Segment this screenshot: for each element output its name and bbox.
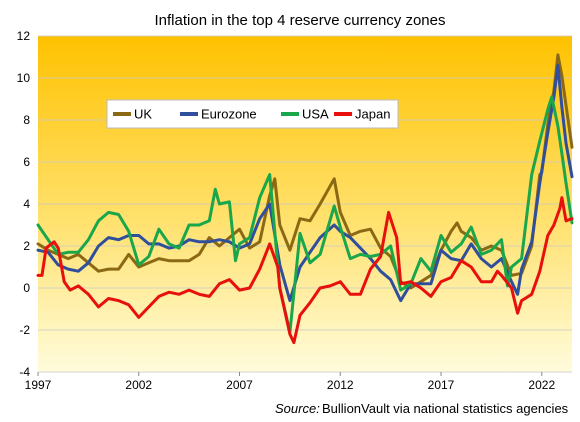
series-lines [36, 53, 574, 345]
legend: UK Eurozone USA Japan [106, 99, 399, 129]
x-tick-label: 2002 [125, 378, 152, 392]
source-label: Source: [275, 401, 320, 416]
y-tick-label: -2 [19, 323, 30, 337]
legend-label-usa: USA [302, 107, 329, 122]
x-tick-label: 1997 [25, 378, 52, 392]
y-tick-label: -4 [19, 365, 30, 379]
gridlines [38, 35, 572, 373]
x-tick-label: 2017 [428, 378, 455, 392]
y-tick-label: 8 [23, 113, 30, 127]
series-line-uk [36, 53, 574, 290]
source-text: BullionVault via national statistics age… [322, 401, 569, 416]
chart-title: Inflation in the top 4 reserve currency … [155, 12, 446, 29]
legend-label-japan: Japan [355, 107, 390, 122]
y-tick-label: 6 [23, 155, 30, 169]
y-tick-label: 12 [17, 29, 31, 43]
legend-label-uk: UK [134, 107, 152, 122]
series-line-japan [36, 196, 574, 345]
y-tick-label: 0 [23, 281, 30, 295]
y-tick-label: 10 [17, 71, 31, 85]
y-tick-label: 2 [23, 239, 30, 253]
x-tick-label: 2022 [528, 378, 555, 392]
x-tick-label: 2012 [327, 378, 354, 392]
legend-label-eurozone: Eurozone [201, 107, 257, 122]
x-axis-ticks: 1997 2002 2007 2012 2017 2022 [25, 372, 555, 392]
y-axis-ticks: -4 -2 0 2 4 6 8 10 12 [17, 29, 31, 379]
source-note: Source: BullionVault via national statis… [275, 401, 569, 416]
x-tick-label: 2007 [226, 378, 253, 392]
y-tick-label: 4 [23, 197, 30, 211]
